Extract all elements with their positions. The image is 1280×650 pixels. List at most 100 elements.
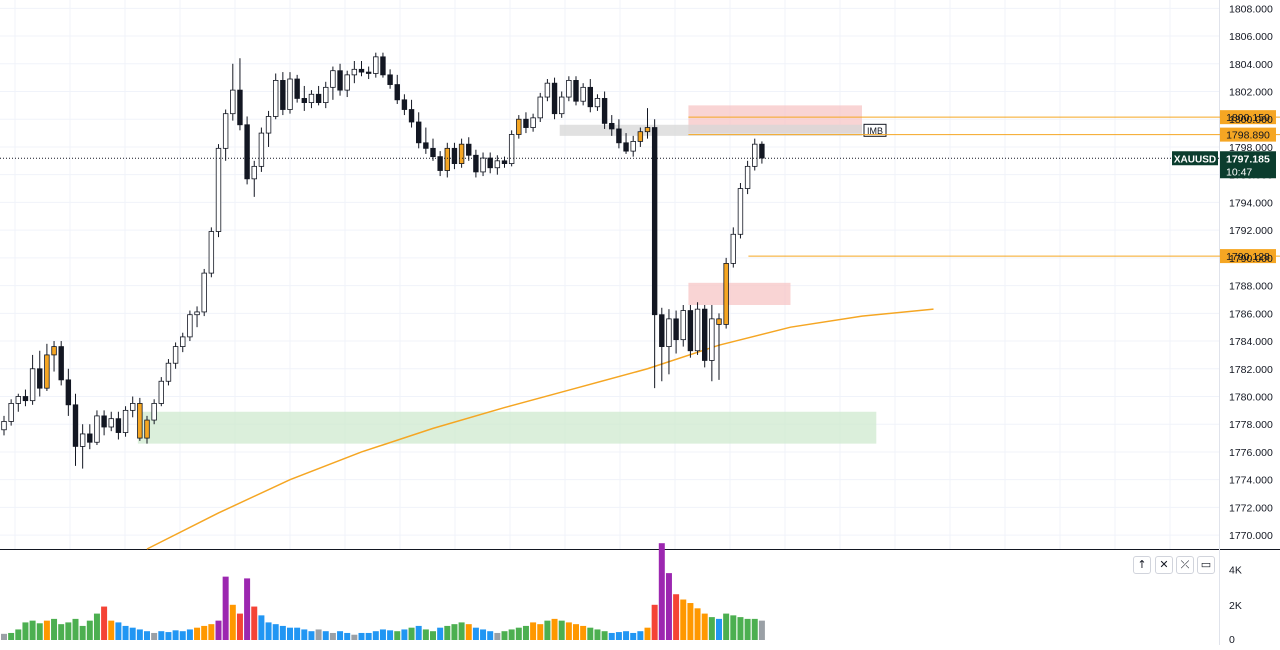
candle-up <box>580 86 586 102</box>
volume-bar <box>644 627 651 640</box>
volume-bar <box>472 627 479 640</box>
volume-bar <box>65 622 72 640</box>
volume-bar <box>93 613 100 640</box>
candle-up <box>158 380 164 404</box>
candle-up <box>544 82 551 98</box>
candle-down <box>137 403 143 439</box>
volume-pane <box>1 543 765 640</box>
candle-up <box>344 74 350 91</box>
price-tick-label: 1782.000 <box>1229 364 1273 376</box>
volume-bar <box>22 622 29 640</box>
volume-bar <box>701 613 708 640</box>
candle-down <box>573 80 579 102</box>
volume-bar <box>36 623 43 640</box>
volume-bar <box>587 627 594 640</box>
volume-bar <box>379 629 386 640</box>
imb-label-box <box>863 123 887 137</box>
volume-tick-label: 4K <box>1229 565 1242 577</box>
volume-bar <box>72 618 79 640</box>
price-axis[interactable]: 1770.000 1772.000 1774.000 1776.000 1778.000… <box>0 3 1276 542</box>
volume-bar <box>451 624 458 640</box>
candle-up <box>330 70 336 88</box>
candle-down <box>101 415 107 428</box>
price-tick-label: 1790.000 <box>1229 253 1273 265</box>
volume-bar <box>515 627 522 640</box>
price-tick-label: 1772.000 <box>1229 502 1273 514</box>
volume-bar <box>444 625 451 640</box>
volume-bar <box>530 622 537 640</box>
volume-bar <box>723 613 730 640</box>
volume-bar <box>658 543 665 640</box>
candle-down <box>22 396 29 402</box>
candle-down <box>601 98 608 124</box>
volume-bar <box>558 620 565 640</box>
candle-down <box>301 98 307 103</box>
candle-up <box>694 308 701 352</box>
price-level-label: 1790.128 <box>1226 251 1270 263</box>
candle-up <box>208 231 215 274</box>
horizontal-levels[interactable]: 1800.150 1798.890 1790.128 <box>688 110 1280 264</box>
volume-bar <box>630 632 637 640</box>
candle-up <box>537 96 543 119</box>
close-icon[interactable]: ✕ <box>1155 556 1173 574</box>
candles <box>1 52 765 469</box>
volume-bar <box>236 613 243 640</box>
candle-up <box>165 362 172 382</box>
candle-down <box>587 86 593 108</box>
candle-up <box>723 263 729 325</box>
volume-bar <box>458 622 465 640</box>
volume-bar <box>108 620 115 640</box>
candle-down <box>315 93 322 103</box>
volume-bar <box>186 629 193 640</box>
volume-bar <box>272 624 279 640</box>
volume-bar <box>301 629 308 640</box>
candle-up <box>744 165 751 189</box>
volume-bar <box>687 603 694 640</box>
candle-down <box>244 124 250 180</box>
candle-up <box>122 409 129 433</box>
volume-bar <box>29 620 36 640</box>
volume-bar <box>708 617 715 640</box>
candle-down <box>623 142 629 152</box>
imb-label: IMB <box>867 126 883 136</box>
volume-bar <box>415 625 422 640</box>
candle-down <box>358 68 365 73</box>
volume-bar <box>465 624 472 640</box>
volume-bar <box>365 632 372 640</box>
candle-down <box>759 143 765 159</box>
volume-bar <box>43 620 50 640</box>
candle-up <box>215 147 222 232</box>
candle-up <box>187 314 193 338</box>
last-price-label: 1797.185 <box>1226 153 1270 165</box>
candle-up <box>530 117 536 128</box>
volume-axis: 4K 2K 0 <box>1229 565 1242 646</box>
price-level-tag <box>1220 127 1276 142</box>
volume-bar <box>537 624 544 640</box>
volume-bar <box>179 631 186 640</box>
volume-bar <box>329 632 336 640</box>
candle-up <box>287 78 293 110</box>
maximize-icon[interactable]: ▭ <box>1197 556 1215 574</box>
volume-bar <box>201 625 208 640</box>
imbalance-zone <box>559 124 862 136</box>
candle-down <box>687 310 694 352</box>
candle-down <box>365 71 372 74</box>
volume-bar <box>208 624 215 640</box>
volume-bar <box>544 620 551 640</box>
candle-down <box>659 314 665 347</box>
arrow-up-icon[interactable]: ↑ <box>1133 556 1151 574</box>
volume-bar <box>308 631 315 640</box>
price-level-tag <box>1220 110 1276 125</box>
volume-bar <box>573 624 579 640</box>
volume-bar <box>358 632 365 640</box>
candle-up <box>44 354 50 389</box>
volume-bar <box>158 631 165 640</box>
candle-up <box>480 157 486 173</box>
candle-up <box>258 132 265 167</box>
candle-down <box>430 147 436 158</box>
collapse-icon[interactable]: ⤫ <box>1176 556 1194 574</box>
price-tick-label: 1784.000 <box>1229 336 1273 348</box>
price-tick-label: 1802.000 <box>1229 87 1273 99</box>
volume-bar <box>251 606 258 640</box>
